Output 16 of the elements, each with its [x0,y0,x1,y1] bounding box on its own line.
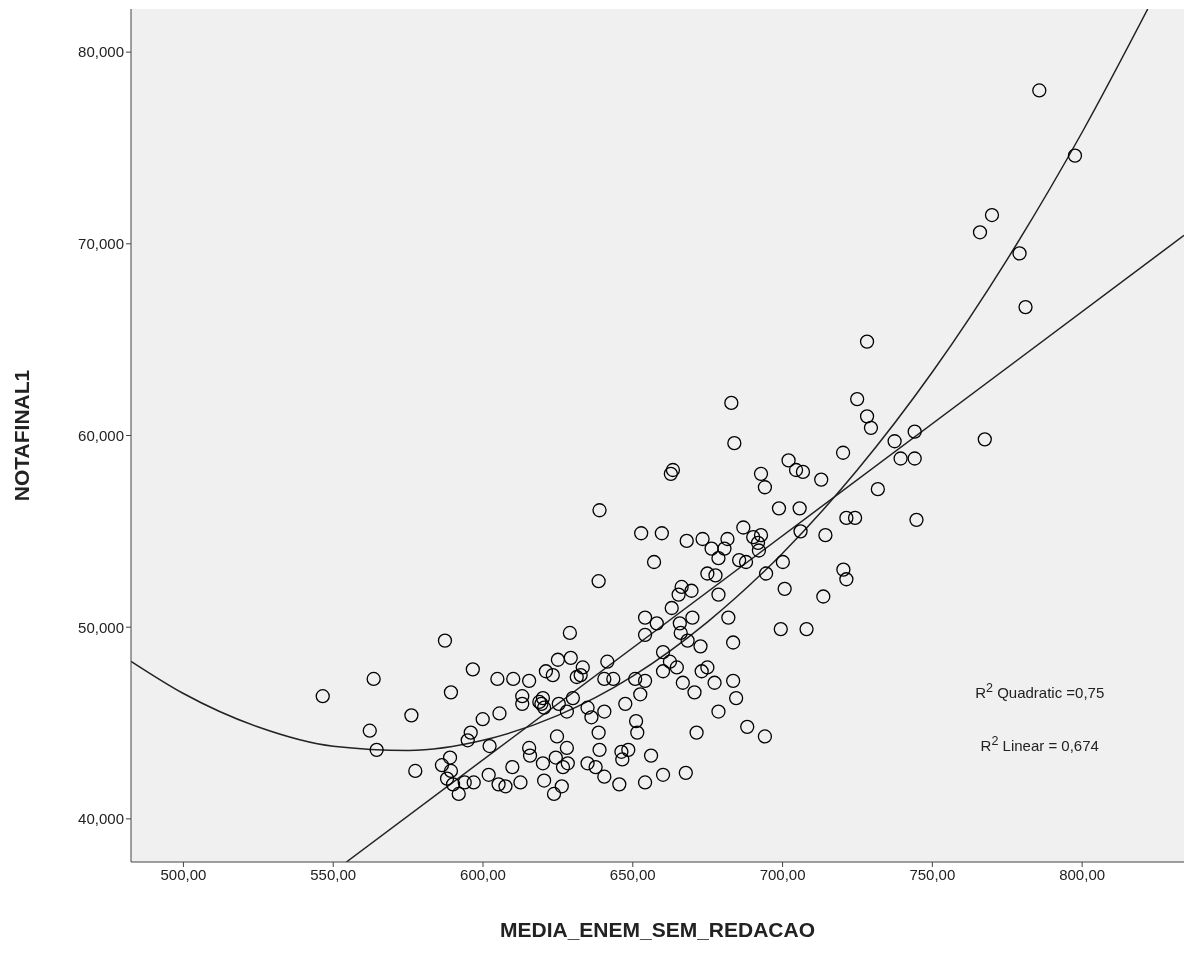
y-tick-label: 80,000 [78,43,124,61]
y-tick-label: 50,000 [78,618,124,636]
x-tick-label: 700,00 [759,865,806,883]
y-tick-label: 70,000 [78,235,124,253]
annotation: R$^{2}$ Linear = 0,674 [980,734,1099,754]
x-tick-label: 500,00 [160,865,207,883]
x-axis-title: MEDIA_ENEM_SEM_REDACAO [499,918,816,941]
annotation: R$^{2}$ Quadratic =0,75 [975,681,1105,701]
y-tick-label: 60,000 [78,426,124,444]
y-axis-title: NOTAFINAL1 [10,369,34,502]
x-tick-label: 750,00 [909,865,956,883]
y-tick-label: 40,000 [78,810,124,828]
x-tick-label: 800,00 [1059,865,1106,883]
x-tick-label: 600,00 [460,865,506,883]
x-tick-label: 650,00 [609,865,656,883]
x-tick-label: 550,00 [310,865,357,883]
